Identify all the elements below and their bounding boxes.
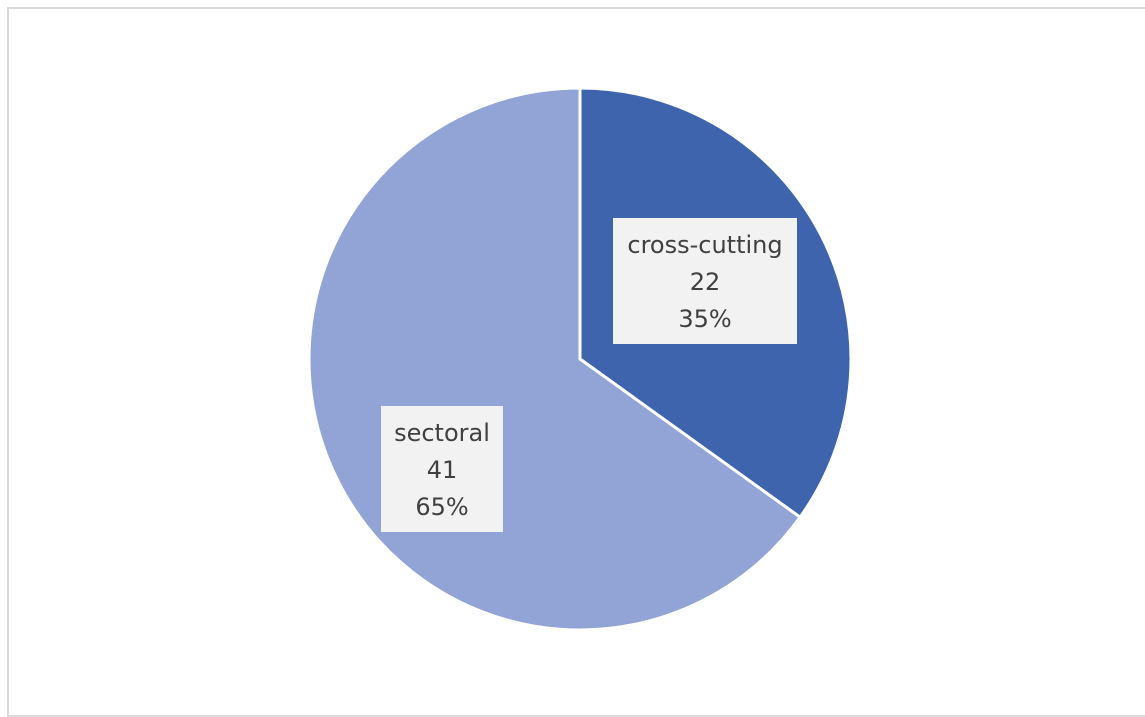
data-label-box — [381, 406, 503, 532]
data-label-value: 22 — [690, 268, 721, 296]
pie-data-labels: cross-cutting 22 35% sectoral 41 65% — [381, 218, 797, 532]
data-label-sectoral: sectoral 41 65% — [381, 406, 503, 532]
data-label-percent: 35% — [678, 305, 731, 333]
data-label-category: sectoral — [394, 419, 490, 447]
chart-area: cross-cutting 22 35% sectoral 41 65% — [7, 7, 1145, 717]
pie-chart: cross-cutting 22 35% sectoral 41 65% — [307, 86, 853, 632]
data-label-box — [613, 218, 797, 344]
data-label-percent: 65% — [415, 493, 468, 521]
data-label-category: cross-cutting — [627, 231, 782, 259]
data-label-value: 41 — [427, 456, 458, 484]
pie-slices — [307, 86, 853, 632]
data-label-cross-cutting: cross-cutting 22 35% — [613, 218, 797, 344]
